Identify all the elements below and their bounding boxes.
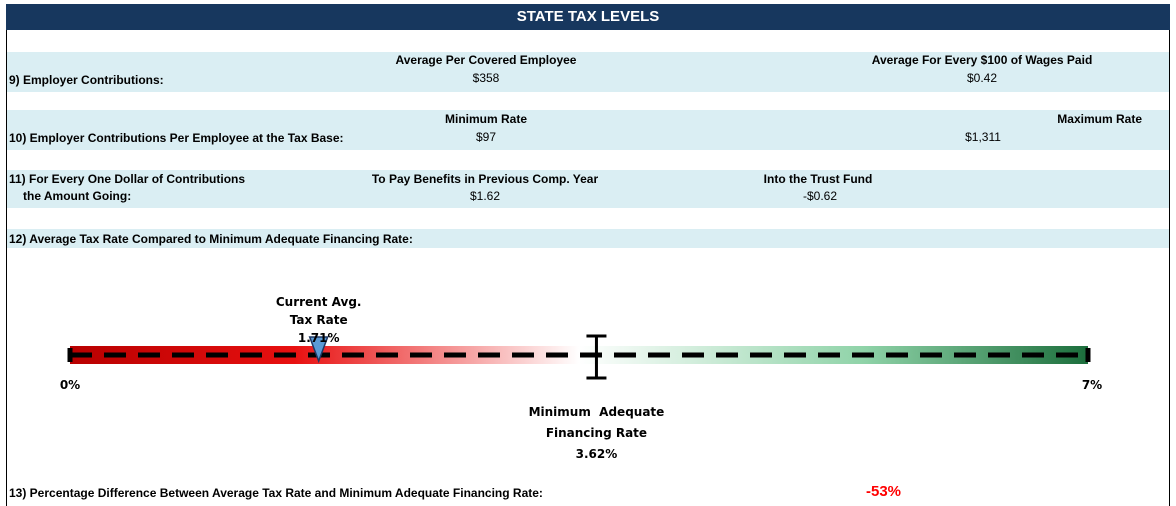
row-band [7, 170, 1169, 208]
gauge-bar [70, 346, 1088, 364]
gauge-max-label: 7% [1081, 378, 1103, 392]
minimum-adequate-marker [586, 334, 607, 380]
row-band [7, 110, 1169, 150]
gauge-label: Minimum Adequate [528, 405, 665, 419]
column-heading: Maximum Rate [1057, 112, 1142, 126]
row-band [7, 52, 1169, 92]
gauge-value: 3.62% [575, 447, 618, 461]
row-label: 10) Employer Contributions Per Employee … [9, 131, 344, 145]
cell-value: $1.62 [469, 189, 501, 203]
row-band [7, 229, 1169, 248]
row-label: 12) Average Tax Rate Compared to Minimum… [9, 232, 413, 246]
column-heading: Average For Every $100 of Wages Paid [871, 53, 1093, 67]
column-heading: Minimum Rate [444, 112, 528, 126]
gauge-label: Financing Rate [545, 426, 648, 440]
column-heading: Average Per Covered Employee [395, 53, 577, 67]
frame [6, 4, 1170, 506]
row-label: 9) Employer Contributions: [9, 73, 164, 87]
title-bar: STATE TAX LEVELS [6, 4, 1170, 30]
column-heading: To Pay Benefits in Previous Comp. Year [371, 172, 599, 186]
highlight-value: -53% [866, 483, 902, 500]
cell-value: $1,311 [965, 130, 1001, 144]
cell-value: -$0.62 [802, 189, 838, 203]
cell-value: $0.42 [966, 71, 998, 85]
gauge-label: Current Avg. [275, 295, 362, 309]
gauge-min-label: 0% [59, 378, 81, 392]
cell-value: $358 [472, 71, 500, 85]
gauge-value: 1.71% [297, 331, 340, 345]
row-label: 11) For Every One Dollar of Contribution… [9, 172, 246, 186]
cell-value: $97 [475, 130, 497, 144]
row-label: the Amount Going: [23, 189, 132, 203]
gauge-label: Tax Rate [289, 313, 348, 327]
column-heading: Into the Trust Fund [763, 172, 873, 186]
row-label: 13) Percentage Difference Between Averag… [9, 486, 543, 500]
current-rate-marker [308, 336, 329, 364]
